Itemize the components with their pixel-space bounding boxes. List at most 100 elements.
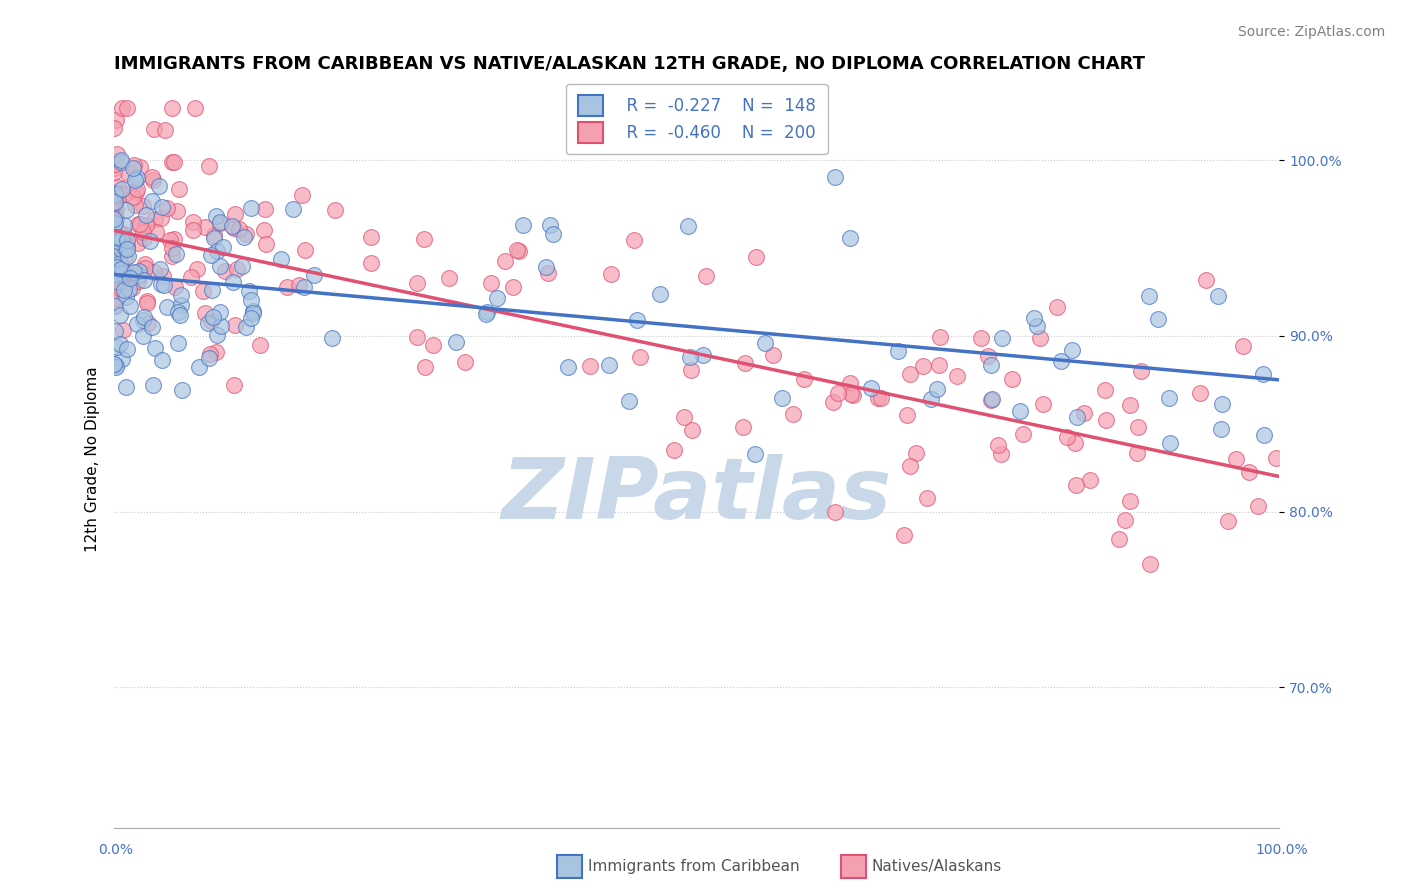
Point	[1211, 422, 1233, 436]
Point	[1095, 413, 1118, 427]
Y-axis label: 12th Grade, No Diploma: 12th Grade, No Diploma	[86, 366, 100, 552]
Point	[112, 283, 135, 297]
Point	[105, 267, 128, 281]
Point	[127, 317, 149, 331]
Point	[103, 218, 125, 232]
Point	[204, 345, 226, 359]
Point	[132, 226, 155, 240]
Point	[987, 438, 1010, 452]
Point	[122, 161, 145, 175]
Text: Source: ZipAtlas.com: Source: ZipAtlas.com	[1237, 25, 1385, 39]
Point	[105, 282, 128, 296]
Point	[117, 343, 139, 357]
Point	[142, 378, 165, 392]
Point	[1225, 451, 1247, 466]
Point	[1064, 436, 1087, 450]
Point	[281, 202, 304, 216]
Point	[108, 308, 131, 322]
Point	[194, 306, 217, 320]
Point	[112, 227, 135, 242]
Point	[1237, 465, 1260, 479]
Point	[733, 420, 755, 434]
Point	[107, 189, 129, 203]
Point	[150, 211, 173, 225]
Text: 100.0%: 100.0%	[1256, 843, 1308, 857]
Point	[104, 202, 127, 216]
Point	[824, 504, 846, 518]
Point	[142, 173, 165, 187]
Point	[1206, 289, 1229, 303]
Point	[242, 306, 264, 320]
Point	[224, 318, 246, 333]
Point	[128, 160, 150, 174]
Point	[162, 250, 184, 264]
Point	[208, 216, 231, 230]
Point	[664, 443, 686, 458]
Point	[150, 352, 173, 367]
Point	[623, 233, 645, 247]
Point	[228, 222, 250, 236]
Point	[1094, 383, 1116, 397]
Point	[167, 182, 190, 196]
Point	[276, 279, 298, 293]
Point	[128, 268, 150, 283]
Point	[1056, 430, 1078, 444]
Point	[437, 270, 460, 285]
Point	[887, 344, 910, 359]
Point	[163, 280, 186, 294]
Point	[132, 310, 155, 324]
Point	[415, 360, 437, 375]
Point	[676, 219, 699, 233]
Point	[110, 261, 132, 276]
Point	[1146, 311, 1168, 326]
Point	[107, 276, 129, 290]
Point	[104, 240, 127, 254]
Point	[650, 287, 672, 301]
Point	[1253, 428, 1275, 442]
Point	[200, 314, 222, 328]
Point	[239, 293, 262, 307]
Point	[981, 392, 1004, 407]
Point	[180, 270, 202, 285]
Point	[131, 329, 153, 343]
Point	[136, 293, 159, 308]
Point	[557, 360, 579, 375]
Point	[163, 155, 186, 169]
Point	[103, 259, 125, 273]
Point	[198, 347, 221, 361]
Point	[1066, 478, 1088, 492]
Point	[744, 447, 766, 461]
Point	[110, 256, 132, 270]
Point	[112, 241, 135, 255]
Point	[1126, 420, 1149, 434]
Point	[110, 154, 132, 169]
Point	[111, 231, 134, 245]
Point	[104, 186, 127, 201]
Point	[254, 236, 277, 251]
Point	[824, 170, 846, 185]
Point	[1008, 404, 1031, 418]
Point	[969, 331, 991, 345]
Text: Natives/Alaskans: Natives/Alaskans	[872, 859, 1002, 873]
Point	[745, 250, 768, 264]
Point	[118, 270, 141, 285]
Point	[166, 204, 188, 219]
Point	[512, 218, 534, 232]
Point	[110, 186, 132, 200]
Point	[105, 254, 128, 268]
Point	[205, 210, 228, 224]
Point	[112, 323, 135, 337]
Point	[1119, 398, 1142, 412]
Point	[125, 170, 148, 185]
Point	[479, 276, 502, 290]
Point	[1137, 289, 1160, 303]
Point	[990, 447, 1012, 461]
Point	[197, 159, 219, 173]
Point	[105, 226, 128, 240]
Point	[672, 409, 695, 424]
Point	[617, 393, 640, 408]
Point	[112, 187, 135, 202]
Point	[208, 215, 231, 229]
Point	[115, 380, 138, 394]
Point	[839, 376, 862, 390]
